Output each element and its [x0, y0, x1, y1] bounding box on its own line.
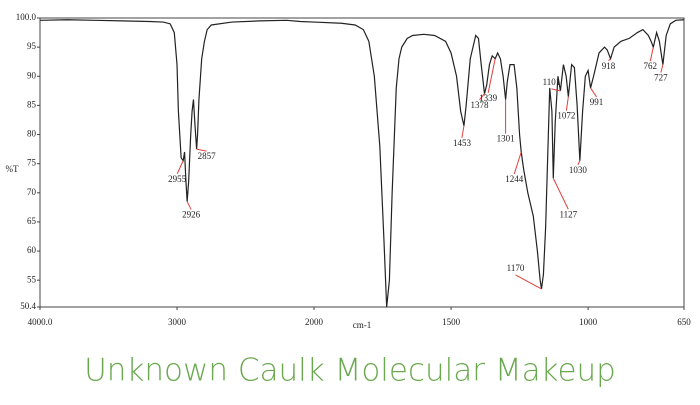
peak-leader — [461, 125, 465, 138]
y-tick-label: 75 — [27, 158, 37, 168]
y-tick-label: 85 — [27, 99, 37, 109]
x-tick-label: 1500 — [442, 317, 461, 327]
peak-label: 1170 — [507, 263, 525, 273]
y-tick-label: 95 — [27, 41, 37, 51]
peak-label: 1301 — [497, 134, 515, 144]
plot-frame — [39, 17, 685, 308]
peak-leader — [577, 160, 581, 165]
x-axis-label: cm-1 — [353, 320, 372, 330]
y-tick-label: 90 — [27, 70, 37, 80]
peak-leader — [590, 87, 597, 98]
peak-label: 1072 — [557, 111, 575, 121]
peak-leader — [186, 201, 192, 210]
y-tick-label: 60 — [27, 245, 37, 255]
peak-label: 2926 — [182, 210, 201, 220]
y-tick-label: 80 — [27, 129, 37, 139]
x-tick-label: 650 — [677, 317, 691, 327]
peak-label: 1378 — [470, 100, 489, 110]
peak-leader — [649, 47, 654, 62]
peak-leader — [660, 64, 664, 73]
peak-leader — [552, 178, 569, 210]
peak-label: 1244 — [505, 174, 524, 184]
spectrum-line — [39, 19, 685, 308]
peak-leader — [176, 160, 184, 174]
peak-leader — [479, 93, 485, 101]
peak-label: 762 — [644, 61, 658, 71]
peak-label: 1339 — [479, 93, 498, 103]
x-tick-label: 3000 — [168, 317, 187, 327]
peak-label: 1453 — [453, 138, 472, 148]
peak-label: 918 — [602, 61, 616, 71]
peak-label: 1101 — [543, 77, 561, 87]
peak-label: 1030 — [569, 165, 588, 175]
chart-title: Unknown Caulk Molecular Makeup — [84, 353, 616, 389]
peak-leader — [515, 274, 542, 290]
y-tick-label: 65 — [27, 216, 37, 226]
y-tick-label: 100.0 — [16, 12, 37, 22]
y-axis-label: %T — [6, 164, 19, 174]
x-tick-label: 4000.0 — [28, 317, 53, 327]
y-tick-label: 50.4 — [20, 301, 36, 311]
peak-label: 1127 — [559, 209, 577, 219]
peak-label: 2857 — [198, 151, 217, 161]
peak-leader — [196, 148, 207, 152]
peak-leader — [487, 58, 496, 93]
peak-label: 991 — [590, 97, 604, 107]
y-tick-label: 55 — [27, 274, 37, 284]
x-tick-label: 2000 — [305, 317, 324, 327]
peak-leader — [513, 151, 522, 175]
y-tick-label: 70 — [27, 187, 37, 197]
x-tick-label: 1000 — [579, 317, 598, 327]
peak-leader — [565, 96, 569, 111]
peak-leader — [551, 88, 561, 92]
peak-label: 2955 — [168, 174, 187, 184]
peak-label: 727 — [654, 73, 668, 83]
peak-leader — [608, 58, 611, 62]
